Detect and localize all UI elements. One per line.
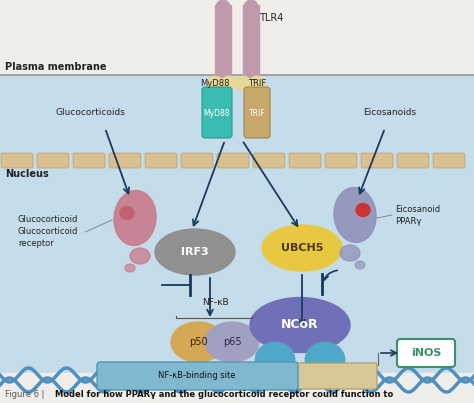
- Bar: [243, 5, 259, 77]
- Text: PPARγ: PPARγ: [395, 218, 421, 226]
- Ellipse shape: [120, 206, 134, 220]
- Text: Figure 6 |: Figure 6 |: [5, 390, 47, 399]
- Text: Glucocorticoids: Glucocorticoids: [55, 108, 125, 117]
- Text: NCoR: NCoR: [281, 318, 319, 332]
- Text: NF-κB-binding site: NF-κB-binding site: [158, 372, 236, 380]
- Ellipse shape: [340, 245, 360, 261]
- Bar: [0, 0, 474, 75]
- Bar: [215, 5, 231, 77]
- Ellipse shape: [244, 14, 258, 30]
- FancyBboxPatch shape: [289, 153, 321, 168]
- Ellipse shape: [216, 14, 230, 30]
- Ellipse shape: [155, 229, 235, 275]
- Ellipse shape: [216, 28, 230, 44]
- FancyBboxPatch shape: [202, 87, 232, 138]
- Ellipse shape: [125, 264, 135, 272]
- Text: Plasma membrane: Plasma membrane: [5, 62, 107, 72]
- Ellipse shape: [255, 342, 295, 378]
- Ellipse shape: [130, 248, 150, 264]
- Text: receptor: receptor: [18, 239, 54, 249]
- Text: Nucleus: Nucleus: [5, 169, 49, 179]
- FancyBboxPatch shape: [145, 153, 177, 168]
- FancyBboxPatch shape: [253, 153, 285, 168]
- FancyBboxPatch shape: [181, 153, 213, 168]
- Text: Glucocorticoid: Glucocorticoid: [18, 216, 78, 224]
- Ellipse shape: [171, 322, 225, 362]
- Ellipse shape: [334, 187, 376, 243]
- Ellipse shape: [249, 76, 265, 90]
- Ellipse shape: [205, 322, 259, 362]
- FancyBboxPatch shape: [37, 153, 69, 168]
- Text: MyD88: MyD88: [200, 79, 230, 88]
- FancyBboxPatch shape: [217, 153, 249, 168]
- Ellipse shape: [244, 28, 258, 44]
- Text: IRF3: IRF3: [181, 247, 209, 257]
- Text: p65: p65: [223, 337, 241, 347]
- Ellipse shape: [221, 76, 237, 90]
- Text: Glucocorticoid: Glucocorticoid: [18, 228, 78, 237]
- Text: p50: p50: [189, 337, 207, 347]
- Text: Eicosanoid: Eicosanoid: [395, 206, 440, 214]
- Ellipse shape: [244, 0, 258, 16]
- Ellipse shape: [216, 0, 230, 16]
- Text: Eicosanoids: Eicosanoids: [364, 108, 417, 117]
- Text: MyD88: MyD88: [204, 108, 230, 118]
- Ellipse shape: [262, 225, 342, 271]
- Text: TRIF: TRIF: [248, 79, 266, 88]
- Ellipse shape: [356, 204, 370, 216]
- Ellipse shape: [305, 342, 345, 378]
- Bar: [0, 75, 474, 373]
- FancyBboxPatch shape: [97, 362, 298, 390]
- Ellipse shape: [355, 261, 365, 269]
- FancyBboxPatch shape: [325, 153, 357, 168]
- Bar: [0, 373, 474, 403]
- Ellipse shape: [207, 76, 223, 90]
- FancyBboxPatch shape: [109, 153, 141, 168]
- Ellipse shape: [235, 76, 251, 90]
- FancyBboxPatch shape: [1, 153, 33, 168]
- Ellipse shape: [250, 297, 350, 353]
- FancyBboxPatch shape: [397, 339, 455, 367]
- FancyBboxPatch shape: [361, 153, 393, 168]
- Text: TRIF: TRIF: [249, 108, 265, 118]
- Ellipse shape: [114, 191, 156, 245]
- Text: Model for how PPARγ and the glucocorticoid receptor could function to: Model for how PPARγ and the glucocortico…: [55, 390, 393, 399]
- FancyBboxPatch shape: [244, 87, 270, 138]
- Text: NF-κB: NF-κB: [202, 298, 228, 307]
- FancyBboxPatch shape: [73, 153, 105, 168]
- FancyBboxPatch shape: [433, 153, 465, 168]
- FancyBboxPatch shape: [397, 153, 429, 168]
- FancyBboxPatch shape: [253, 363, 377, 389]
- Text: iNOS: iNOS: [411, 348, 441, 358]
- Text: TLR4: TLR4: [259, 13, 283, 23]
- Text: UBCH5: UBCH5: [281, 243, 323, 253]
